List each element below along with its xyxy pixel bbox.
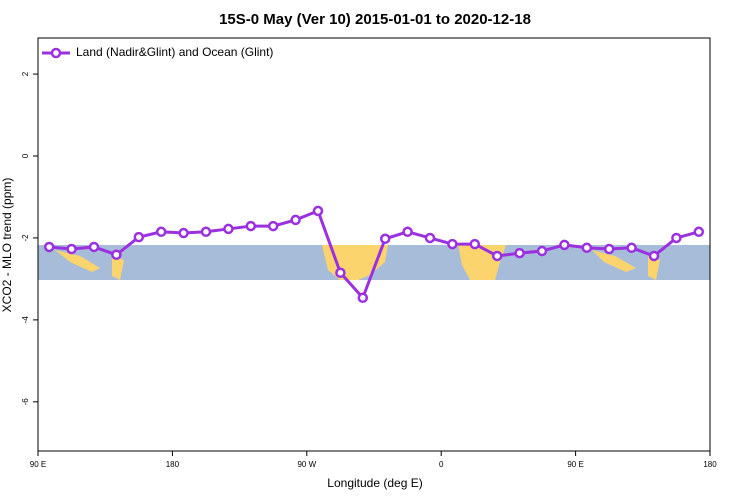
- legend-label: Land (Nadir&Glint) and Ocean (Glint): [76, 45, 273, 59]
- y-tick-label: 0: [21, 153, 30, 158]
- x-axis-label: Longitude (deg E): [327, 476, 422, 490]
- plot-frame: [37, 37, 711, 452]
- y-tick-label: 2: [21, 71, 30, 76]
- y-axis-label: XCO2 - MLO trend (ppm): [0, 178, 14, 313]
- data-point: [155, 226, 167, 238]
- data-point: [43, 241, 55, 253]
- data-point: [626, 242, 637, 254]
- data-point: [267, 220, 279, 232]
- data-point: [469, 238, 481, 250]
- x-tick-label: 180: [703, 460, 717, 469]
- data-point: [379, 233, 391, 245]
- data-point: [66, 243, 77, 255]
- data-point: [424, 232, 436, 244]
- x-tick-label: 90 E: [30, 460, 46, 469]
- chart-title: 15S-0 May (Ver 10) 2015-01-01 to 2020-12…: [219, 11, 531, 28]
- y-tick-label: -6: [21, 398, 30, 406]
- x-tick-label: 180: [166, 460, 180, 469]
- data-point: [491, 250, 503, 262]
- data-point: [581, 242, 593, 254]
- data-point: [357, 292, 369, 304]
- data-point: [693, 226, 705, 238]
- data-point: [245, 220, 257, 232]
- data-point: [312, 205, 324, 217]
- data-point: [111, 249, 122, 260]
- data-point: [514, 247, 525, 259]
- x-tick-label: 0: [439, 460, 444, 469]
- x-tick-label: 90 E: [567, 460, 583, 469]
- data-point: [648, 250, 660, 262]
- data-point: [559, 239, 570, 251]
- data-point: [290, 214, 301, 226]
- data-point: [536, 245, 548, 257]
- data-point: [447, 238, 458, 250]
- legend-marker: [50, 47, 62, 59]
- data-point: [88, 241, 100, 253]
- data-point: [671, 232, 682, 244]
- data-point: [200, 226, 212, 238]
- data-point: [223, 223, 234, 235]
- data-point: [402, 226, 413, 238]
- data-point: [133, 231, 145, 243]
- data-point: [178, 227, 189, 239]
- y-tick-label: -2: [21, 234, 30, 242]
- data-point: [335, 267, 346, 279]
- x-tick-label: 90 W: [297, 460, 316, 469]
- data-point: [603, 243, 615, 255]
- y-tick-label: -4: [21, 316, 30, 324]
